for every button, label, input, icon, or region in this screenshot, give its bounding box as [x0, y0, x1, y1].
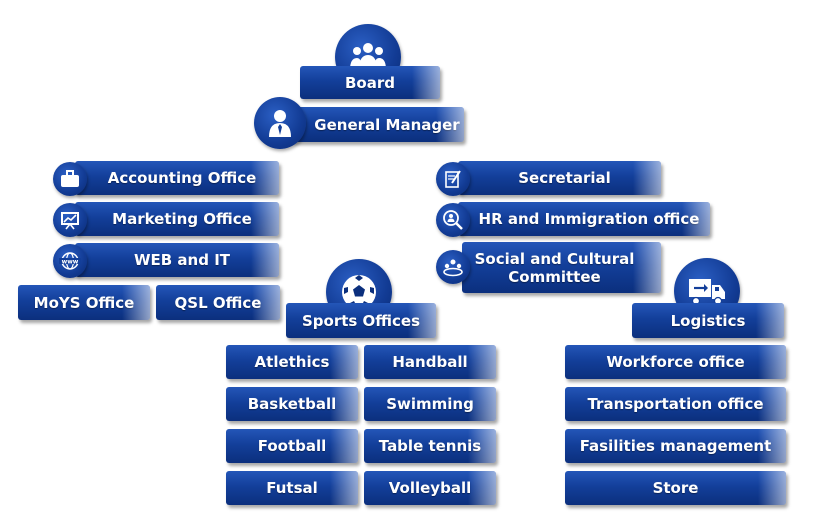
- logistics-box: Logistics: [632, 303, 784, 338]
- general-manager-box: General Manager: [290, 107, 464, 142]
- logistics-item-store: Store: [565, 471, 786, 505]
- sport-item-handball: Handball: [364, 345, 496, 379]
- accounting-icon-circle: [53, 162, 87, 196]
- svg-text:www: www: [62, 259, 79, 266]
- manager-icon: [269, 110, 291, 137]
- sport-item-atlethics: Atlethics: [226, 345, 358, 379]
- social-icon-circle: [436, 250, 470, 284]
- board-box: Board: [300, 66, 440, 99]
- marketing-office-box: Marketing Office: [75, 202, 279, 236]
- sports-offices-box: Sports Offices: [286, 303, 436, 338]
- logistics-item-facilities: Fasilities management: [565, 429, 786, 463]
- briefcase-icon: [61, 170, 79, 187]
- secretarial-box: Secretarial: [458, 161, 661, 195]
- hr-immigration-box: HR and Immigration office: [458, 202, 710, 236]
- sport-item-volleyball: Volleyball: [364, 471, 496, 505]
- social-cultural-box: Social and Cultural Committee: [462, 242, 661, 293]
- notepad-pen-icon: [445, 170, 461, 188]
- sport-item-table-tennis: Table tennis: [364, 429, 496, 463]
- logistics-item-transportation: Transportation office: [565, 387, 786, 421]
- sport-item-swimming: Swimming: [364, 387, 496, 421]
- sport-item-futsal: Futsal: [226, 471, 358, 505]
- web-it-box: WEB and IT: [75, 243, 279, 277]
- truck-icon: [689, 279, 725, 306]
- secretarial-icon-circle: [436, 162, 470, 196]
- accounting-office-box: Accounting Office: [75, 161, 279, 195]
- community-icon: [443, 259, 463, 277]
- hr-icon-circle: [436, 203, 470, 237]
- web-icon-circle: www: [53, 244, 87, 278]
- marketing-icon-circle: [53, 203, 87, 237]
- sport-item-football: Football: [226, 429, 358, 463]
- qsl-office-box: QSL Office: [156, 285, 280, 320]
- presentation-chart-icon: [61, 212, 79, 230]
- www-globe-icon: www: [59, 252, 81, 270]
- moys-office-box: MoYS Office: [18, 285, 150, 320]
- magnifier-people-icon: [443, 210, 463, 230]
- gm-icon-circle: [254, 97, 306, 149]
- logistics-item-workforce: Workforce office: [565, 345, 786, 379]
- sport-item-basketball: Basketball: [226, 387, 358, 421]
